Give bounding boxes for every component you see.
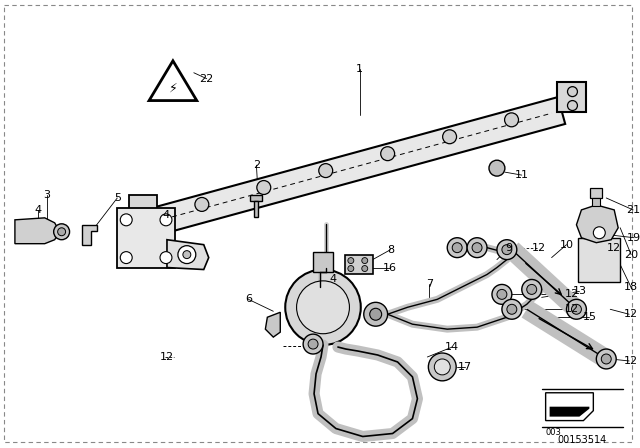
Bar <box>255 201 259 217</box>
Circle shape <box>522 280 541 299</box>
Circle shape <box>504 113 518 127</box>
Text: 6: 6 <box>245 294 252 304</box>
Circle shape <box>472 243 482 253</box>
Text: 7: 7 <box>426 280 433 289</box>
Circle shape <box>364 302 388 326</box>
Circle shape <box>492 284 512 304</box>
Text: 21: 21 <box>626 205 640 215</box>
Circle shape <box>362 266 368 271</box>
Circle shape <box>572 304 581 314</box>
Text: 12: 12 <box>564 304 579 314</box>
Polygon shape <box>550 407 589 417</box>
Text: 10: 10 <box>559 240 573 250</box>
Circle shape <box>497 289 507 299</box>
Text: 4: 4 <box>34 205 42 215</box>
Bar <box>117 208 175 267</box>
Text: 18: 18 <box>624 282 638 293</box>
Circle shape <box>303 334 323 354</box>
Circle shape <box>568 86 577 97</box>
Circle shape <box>593 227 605 239</box>
Circle shape <box>319 164 333 177</box>
Text: 12: 12 <box>532 243 546 253</box>
Text: 11: 11 <box>515 170 529 180</box>
Text: 2: 2 <box>253 160 260 170</box>
Circle shape <box>362 258 368 263</box>
Polygon shape <box>150 97 565 235</box>
Circle shape <box>443 130 456 144</box>
Circle shape <box>195 198 209 211</box>
Circle shape <box>428 353 456 381</box>
Polygon shape <box>266 312 280 337</box>
Bar <box>345 254 372 275</box>
Circle shape <box>348 258 354 263</box>
Bar <box>250 195 262 201</box>
Circle shape <box>160 252 172 263</box>
Text: 12: 12 <box>160 352 174 362</box>
Text: 4: 4 <box>163 210 170 220</box>
Text: 12: 12 <box>624 356 638 366</box>
Text: 12: 12 <box>624 309 638 319</box>
Circle shape <box>183 250 191 258</box>
Circle shape <box>602 354 611 364</box>
Text: 17: 17 <box>458 362 472 372</box>
Circle shape <box>502 299 522 319</box>
Text: 12: 12 <box>607 243 621 253</box>
Circle shape <box>452 243 462 253</box>
Circle shape <box>435 359 450 375</box>
Circle shape <box>497 240 517 259</box>
Circle shape <box>467 238 487 258</box>
Text: 14: 14 <box>445 342 460 352</box>
Circle shape <box>568 100 577 111</box>
Circle shape <box>257 181 271 194</box>
Circle shape <box>527 284 537 294</box>
Circle shape <box>566 299 586 319</box>
Circle shape <box>381 147 395 161</box>
Polygon shape <box>546 393 593 421</box>
Circle shape <box>596 349 616 369</box>
Text: 1: 1 <box>356 64 364 74</box>
Circle shape <box>58 228 65 236</box>
Circle shape <box>54 224 70 240</box>
Bar <box>313 252 333 271</box>
Circle shape <box>502 245 512 254</box>
Text: ⚡: ⚡ <box>168 81 177 94</box>
Bar <box>590 188 602 198</box>
Polygon shape <box>129 195 157 229</box>
Circle shape <box>160 214 172 226</box>
Polygon shape <box>83 225 97 245</box>
Text: 22: 22 <box>200 74 214 84</box>
Circle shape <box>120 252 132 263</box>
Text: 15: 15 <box>582 312 596 322</box>
Circle shape <box>178 246 196 263</box>
Text: 003: 003 <box>546 428 561 437</box>
Circle shape <box>489 160 505 176</box>
Polygon shape <box>167 240 209 270</box>
Bar <box>593 198 600 206</box>
Text: 16: 16 <box>383 263 397 272</box>
Text: 13: 13 <box>572 286 586 297</box>
Text: 19: 19 <box>627 233 640 243</box>
Polygon shape <box>15 218 60 244</box>
Circle shape <box>285 270 361 345</box>
Text: 9: 9 <box>506 243 513 253</box>
Polygon shape <box>557 82 586 112</box>
Text: 8: 8 <box>387 245 394 254</box>
Bar <box>579 238 620 282</box>
Polygon shape <box>577 205 618 243</box>
Circle shape <box>370 308 381 320</box>
Text: 12: 12 <box>564 289 579 299</box>
Circle shape <box>507 304 517 314</box>
Circle shape <box>120 214 132 226</box>
Circle shape <box>348 266 354 271</box>
Circle shape <box>447 238 467 258</box>
Text: 5: 5 <box>114 193 121 203</box>
Circle shape <box>308 339 318 349</box>
Polygon shape <box>149 61 196 100</box>
Text: 00153514: 00153514 <box>558 435 607 445</box>
Text: 20: 20 <box>624 250 638 260</box>
Circle shape <box>296 281 349 334</box>
Text: 3: 3 <box>44 190 50 200</box>
Text: 4: 4 <box>330 275 337 284</box>
